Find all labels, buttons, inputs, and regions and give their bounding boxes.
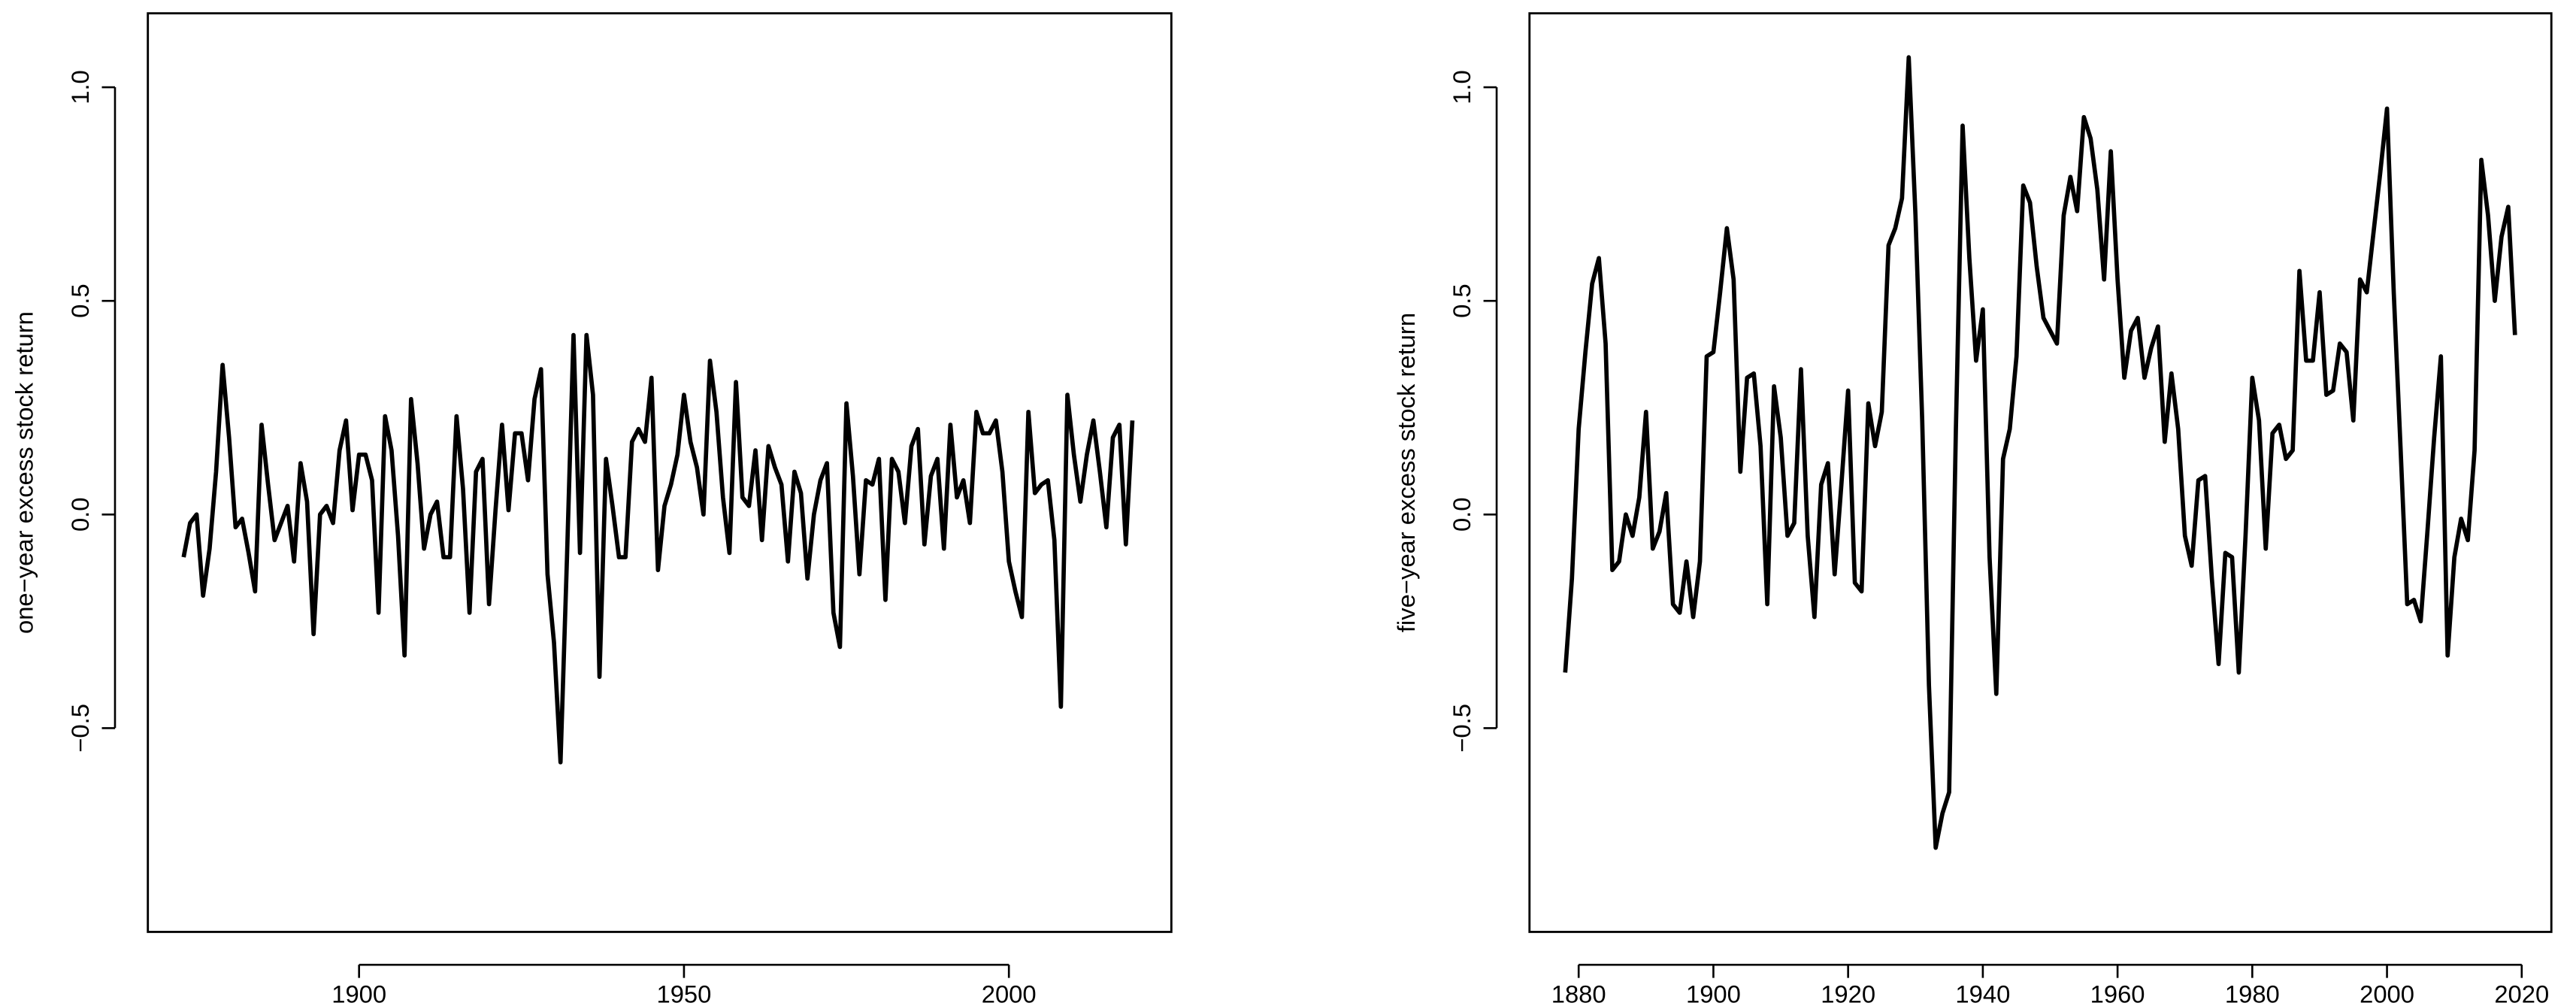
y-tick-label: 0.5 xyxy=(1448,283,1476,318)
x-tick-label: 1880 xyxy=(1551,980,1606,1006)
x-tick-label: 2000 xyxy=(2360,980,2414,1006)
y-axis-label: one−year excess stock return xyxy=(11,311,38,634)
x-tick-label: 1960 xyxy=(2090,980,2145,1006)
x-tick-label: 1900 xyxy=(331,980,386,1006)
data-line xyxy=(181,332,1135,765)
x-tick-label: 1950 xyxy=(656,980,711,1006)
y-tick-label: 1.0 xyxy=(1448,70,1476,105)
y-tick-label: −0.5 xyxy=(1448,704,1476,753)
x-tick-label: 2020 xyxy=(2494,980,2549,1006)
y-tick-label: 1.0 xyxy=(66,70,94,105)
x-tick-label: 1920 xyxy=(1821,980,1875,1006)
x-tick-label: 1900 xyxy=(1686,980,1741,1006)
y-tick-label: −0.5 xyxy=(66,704,94,753)
data-line xyxy=(1563,55,2517,850)
x-tick-label: 2000 xyxy=(982,980,1037,1006)
x-tick-label: 1980 xyxy=(2225,980,2280,1006)
y-axis-label: five−year excess stock return xyxy=(1392,313,1420,632)
plot-box xyxy=(1528,12,2553,933)
plot-box xyxy=(147,12,1173,933)
y-tick-label: 0.5 xyxy=(66,283,94,318)
y-tick-label: 0.0 xyxy=(1448,497,1476,532)
x-tick-label: 1940 xyxy=(1955,980,2010,1006)
y-tick-label: 0.0 xyxy=(66,497,94,532)
